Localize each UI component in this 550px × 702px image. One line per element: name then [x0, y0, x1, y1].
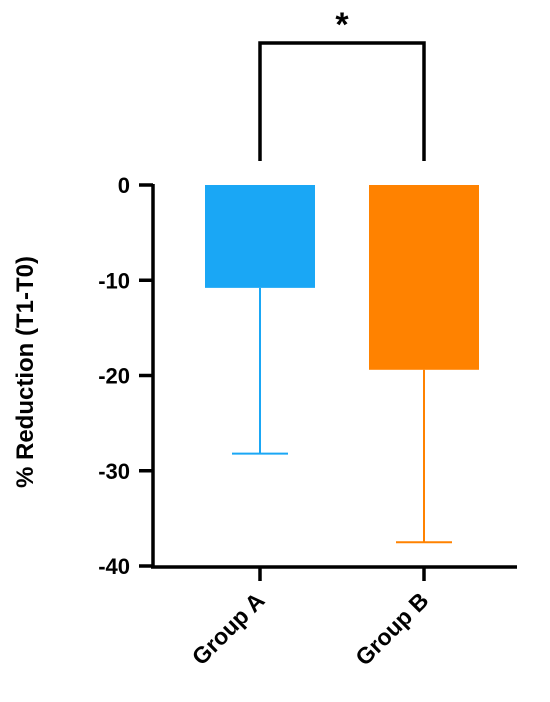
x-categories: Group A Group B	[187, 567, 434, 671]
y-axis-label: % Reduction (T1-T0)	[12, 256, 39, 488]
bar-group-a	[205, 185, 315, 288]
y-tick-label: 0	[118, 173, 130, 198]
bar-group-b	[369, 185, 479, 370]
y-tick-label: -20	[98, 364, 130, 389]
significance-bracket-group: *	[258, 6, 426, 161]
y-tick-label: -40	[98, 554, 130, 579]
chart-marks	[205, 185, 479, 544]
y-ticks: 0 -10 -20 -30 -40	[98, 173, 153, 579]
y-tick-label: -10	[98, 268, 130, 293]
y-tick-label: -30	[98, 459, 130, 484]
significance-bracket	[258, 41, 426, 161]
x-tick-label: Group B	[350, 587, 433, 670]
significance-star: *	[335, 6, 349, 44]
x-tick-label: Group A	[187, 587, 270, 670]
